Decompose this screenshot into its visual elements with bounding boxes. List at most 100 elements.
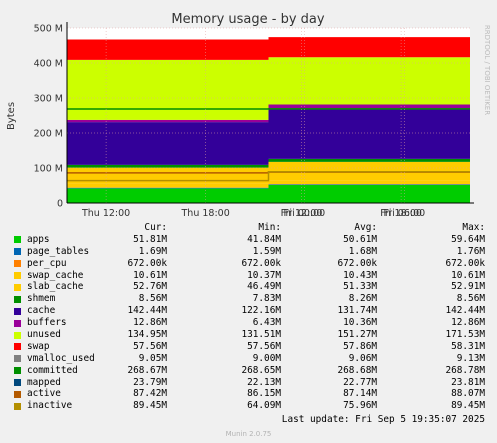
legend-swatch: [14, 379, 21, 387]
legend-row-swap-cache: swap_cache 10.61M 10.37M 10.43M 10.61M: [0, 270, 497, 282]
legend-row-active: active 87.42M 86.15M 87.14M 88.07M: [0, 388, 497, 400]
legend-max: 8.56M: [456, 293, 485, 305]
legend-max: 12.86M: [451, 317, 485, 329]
legend-avg: 10.43M: [343, 269, 377, 281]
legend-max: 59.64M: [451, 233, 485, 245]
legend-min: 122.16M: [241, 305, 281, 317]
legend-swatch: [14, 248, 21, 256]
legend-row-unused: unused 134.95M 131.51M 151.27M 171.53M: [0, 329, 497, 341]
legend-row-cache: cache 142.44M 122.16M 131.74M 142.44M: [0, 305, 497, 317]
legend-max: 9.13M: [456, 352, 485, 364]
legend-swatch: [14, 343, 21, 351]
legend-avg: 672.00k: [337, 257, 377, 269]
legend-name: per_cpu: [27, 257, 67, 269]
legend-cur: 51.81M: [133, 233, 167, 245]
area-cache: [67, 109, 470, 165]
legend-name: cache: [27, 305, 56, 317]
legend-row-per-cpu: per_cpu 672.00k 672.00k 672.00k 672.00k: [0, 258, 497, 270]
y-tick-label: 500 M: [34, 24, 63, 35]
legend-rows: apps 51.81M 41.84M 50.61M 59.64M page_tables 1…: [0, 234, 497, 412]
legend-header: Cur: Min: Avg: Max:: [0, 222, 497, 234]
legend-name: active: [27, 388, 61, 400]
legend-max: 142.44M: [445, 305, 485, 317]
legend-name: unused: [27, 329, 61, 341]
area-apps: [67, 184, 470, 203]
legend-max: 171.53M: [445, 329, 485, 341]
legend-row-apps: apps 51.81M 41.84M 50.61M 59.64M: [0, 234, 497, 246]
legend-min: 41.84M: [247, 233, 281, 245]
legend-name: committed: [27, 364, 78, 376]
legend-avg: 22.77M: [343, 376, 377, 388]
legend-cur: 268.67M: [127, 364, 167, 376]
legend-avg: 75.96M: [343, 400, 377, 412]
legend-name: mapped: [27, 376, 61, 388]
legend-swatch: [14, 283, 21, 291]
x-tick-label: Fri 00:00: [284, 208, 326, 219]
legend-cur: 672.00k: [127, 257, 167, 269]
axes: 0 100 M 200 M 300 M 400 M 500 M Thu 12:00 Thu 1…: [34, 22, 474, 219]
legend-swatch: [14, 367, 21, 375]
legend-swatch: [14, 260, 21, 268]
legend-min: 672.00k: [241, 257, 281, 269]
legend-swatch: [14, 272, 21, 280]
legend-row-page-tables: page_tables 1.69M 1.59M 1.68M 1.76M: [0, 246, 497, 258]
munin-version: Munin 2.0.75: [225, 430, 272, 438]
legend-swatch: [14, 236, 21, 244]
y-tick-label: 0: [57, 199, 63, 210]
legend-avg: 131.74M: [337, 305, 377, 317]
legend-min: 22.13M: [247, 376, 281, 388]
legend-max: 23.81M: [451, 376, 485, 388]
legend-name: shmem: [27, 293, 56, 305]
legend-max: 88.07M: [451, 388, 485, 400]
legend-min: 57.56M: [247, 340, 281, 352]
legend-min: 46.49M: [247, 281, 281, 293]
legend-row-slab-cache: slab_cache 52.76M 46.49M 51.33M 52.91M: [0, 281, 497, 293]
legend-min: 10.37M: [247, 269, 281, 281]
legend-max: 268.78M: [445, 364, 485, 376]
legend-cur: 57.56M: [133, 340, 167, 352]
legend-swatch: [14, 307, 21, 315]
legend-swatch: [14, 319, 21, 327]
chart-title: Memory usage - by day: [171, 12, 324, 27]
legend-avg: 10.36M: [343, 317, 377, 329]
legend-max: 10.61M: [451, 269, 485, 281]
x-tick-label: Fri 18:00: [380, 208, 422, 219]
legend-name: inactive: [27, 400, 73, 412]
legend-name: slab_cache: [27, 281, 84, 293]
legend-avg: 151.27M: [337, 329, 377, 341]
legend-row-swap: swap 57.56M 57.56M 57.86M 58.31M: [0, 341, 497, 353]
legend-min: 7.83M: [252, 293, 281, 305]
memory-chart: Memory usage - by day Bytes RRDTOOL / TO…: [6, 12, 491, 219]
legend-min: 131.51M: [241, 329, 281, 341]
legend-avg: 9.06M: [348, 352, 377, 364]
legend-avg: 87.14M: [343, 388, 377, 400]
legend-max: 89.45M: [451, 400, 485, 412]
legend-name: swap: [27, 340, 50, 352]
header-avg: Avg:: [354, 222, 377, 233]
legend-cur: 134.95M: [127, 329, 167, 341]
y-tick-label: 100 M: [34, 164, 63, 175]
legend-max: 672.00k: [445, 257, 485, 269]
legend-avg: 268.68M: [337, 364, 377, 376]
area-swap-cache: [67, 180, 470, 188]
legend-name: apps: [27, 233, 50, 245]
y-tick-label: 300 M: [34, 94, 63, 105]
legend-cur: 142.44M: [127, 305, 167, 317]
legend-row-mapped: mapped 23.79M 22.13M 22.77M 23.81M: [0, 377, 497, 389]
legend-row-inactive: inactive 89.45M 64.09M 75.96M 89.45M: [0, 400, 497, 412]
legend-avg: 51.33M: [343, 281, 377, 293]
plot-area: [67, 28, 470, 203]
legend-row-shmem: shmem 8.56M 7.83M 8.26M 8.56M: [0, 293, 497, 305]
legend-min: 268.65M: [241, 364, 281, 376]
last-update: Last update: Fri Sep 5 19:35:07 2025: [281, 414, 485, 425]
legend-cur: 10.61M: [133, 269, 167, 281]
x-tick-label: Fri 06:00: [383, 208, 425, 219]
legend-min: 64.09M: [247, 400, 281, 412]
area-page-tables: [67, 184, 470, 189]
header-cur: Cur:: [144, 222, 167, 233]
legend-name: page_tables: [27, 245, 90, 257]
legend-max: 52.91M: [451, 281, 485, 293]
legend-swatch: [14, 295, 21, 303]
area-swap: [67, 37, 470, 60]
legend-min: 86.15M: [247, 388, 281, 400]
